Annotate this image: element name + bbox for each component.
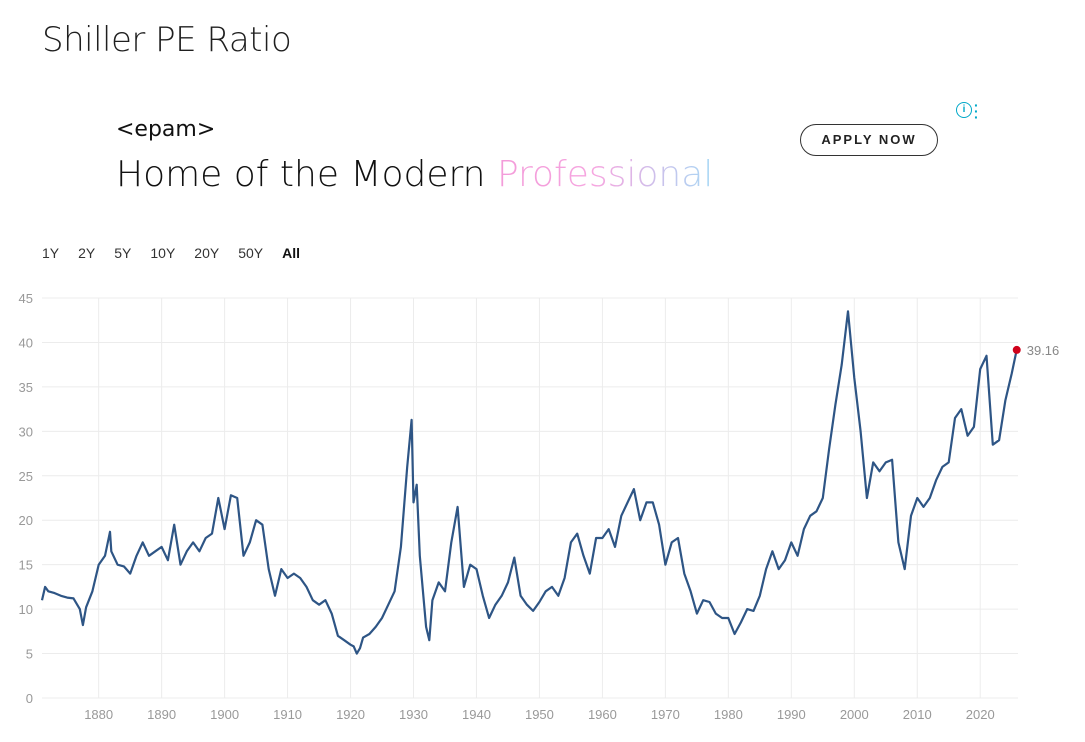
y-tick-label: 0 [26,691,33,706]
y-tick-label: 45 [19,291,33,306]
y-tick-label: 25 [19,469,33,484]
ad-headline-highlight: Professional [496,154,714,195]
ad-headline-plain: Home of the Modern [116,154,497,195]
x-tick-label: 1900 [210,707,239,722]
y-tick-label: 35 [19,380,33,395]
y-tick-label: 10 [19,602,33,617]
apply-now-button[interactable]: APPLY NOW [800,124,938,156]
kebab-menu-icon[interactable]: · · · [974,97,979,125]
range-all[interactable]: All [282,245,301,261]
range-2y[interactable]: 2Y [78,245,96,261]
y-tick-label: 30 [19,424,33,439]
ad-logo: <epam> [116,117,216,142]
advertisement-banner[interactable]: i · · · <epam> Home of the Modern Professi… [100,92,1000,212]
x-tick-label: 1990 [777,707,806,722]
last-value-label: 39.16 [1027,343,1060,358]
x-tick-label: 1960 [588,707,617,722]
y-tick-label: 40 [19,335,33,350]
x-tick-label: 1930 [399,707,428,722]
last-value-marker [1012,345,1021,354]
range-10y[interactable]: 10Y [150,245,176,261]
y-tick-label: 15 [19,558,33,573]
range-1y[interactable]: 1Y [42,245,60,261]
series-line [40,310,1018,655]
ad-headline: Home of the Modern Professional [116,154,713,195]
x-tick-label: 1940 [462,707,491,722]
x-tick-label: 2010 [903,707,932,722]
range-5y[interactable]: 5Y [114,245,132,261]
x-tick-label: 1910 [273,707,302,722]
x-tick-label: 1920 [336,707,365,722]
x-tick-label: 1950 [525,707,554,722]
x-tick-label: 1890 [147,707,176,722]
x-tick-label: 2020 [966,707,995,722]
shiller-pe-chart[interactable]: 0 5 10 15 20 25 30 35 40 45 1880 1890 1900 1910 1920 19… [0,280,1085,730]
x-tick-label: 2000 [840,707,869,722]
page-title: Shiller PE Ratio [42,20,292,60]
info-icon[interactable]: i [956,102,972,118]
x-tick-label: 1980 [714,707,743,722]
y-tick-label: 20 [19,513,33,528]
range-50y[interactable]: 50Y [238,245,264,261]
range-selector: 1Y 2Y 5Y 10Y 20Y 50Y All [42,245,319,261]
x-tick-label: 1970 [651,707,680,722]
x-tick-label: 1880 [84,707,113,722]
y-tick-label: 5 [26,647,33,662]
range-20y[interactable]: 20Y [194,245,220,261]
